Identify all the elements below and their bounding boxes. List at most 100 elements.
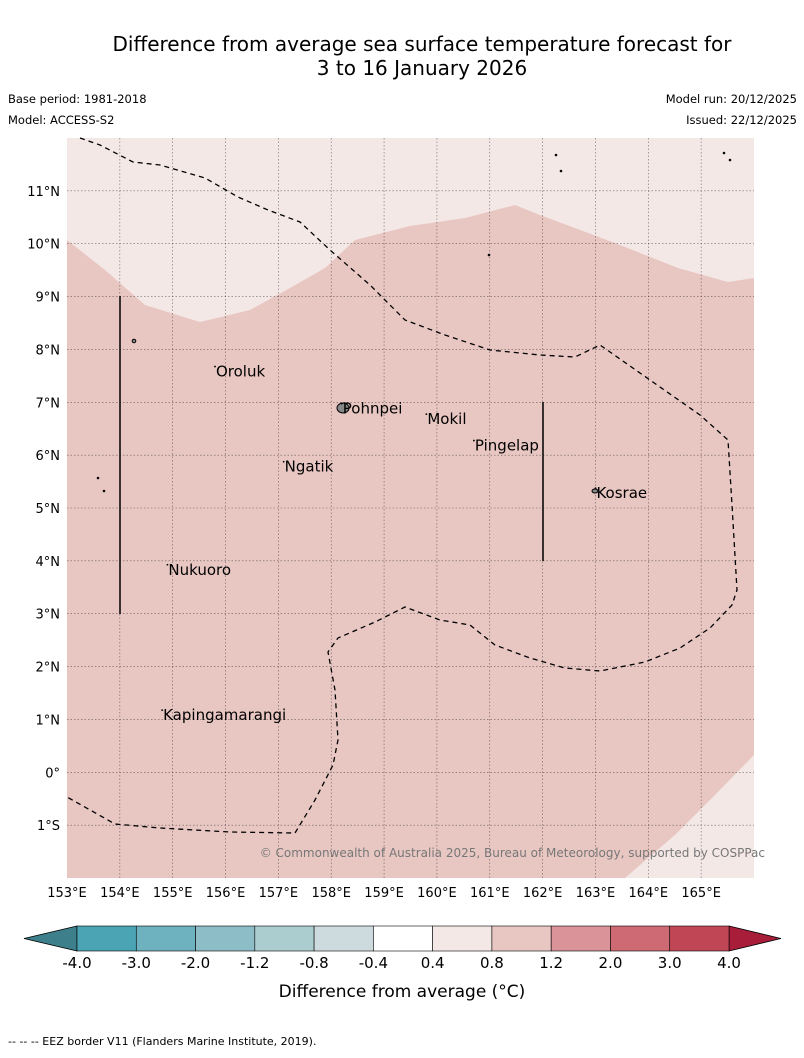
legend-swatch — [76, 925, 137, 952]
legend-under-arrow — [23, 925, 78, 952]
legend-tick-label: -0.8 — [299, 954, 328, 972]
place-nukuoro: Nukuoro — [166, 561, 231, 579]
lon-tick-label: 157°E — [259, 886, 299, 901]
legend-swatch — [610, 925, 671, 952]
lon-tick-label: 155°E — [153, 886, 193, 901]
eez-borders — [66, 137, 738, 834]
lon-tick-label: 154°E — [100, 886, 140, 901]
legend-tick-label: 2.0 — [599, 954, 623, 972]
lon-tick-label: 159°E — [364, 886, 404, 901]
place-marker — [340, 402, 343, 405]
place-marker — [594, 487, 597, 490]
legend-swatch — [432, 925, 493, 952]
island-dot — [728, 158, 732, 162]
axis-tick-labels: 153°E 154°E 155°E 156°E 157°E 158°E 159°E 160°E… — [27, 185, 721, 901]
base-period: Base period: 1981-2018 — [8, 92, 147, 106]
lon-tick-label: 156°E — [206, 886, 246, 901]
color-legend: -4.0 -3.0 -2.0 -1.2 -0.8 -0.4 0.4 0.8 1.2 2.0 3.0 4… — [23, 925, 782, 1002]
place-pingelap: Pingelap — [473, 437, 539, 455]
lat-tick-label: 11°N — [27, 185, 60, 200]
place-mokil: Mokil — [425, 410, 466, 428]
legend-swatch — [491, 925, 552, 952]
place-label: Mokil — [427, 410, 466, 428]
title-line-1: Difference from average sea surface temp… — [112, 32, 732, 56]
lat-tick-label: 1°S — [37, 819, 60, 834]
lat-tick-label: 8°N — [36, 343, 61, 358]
islands — [96, 151, 732, 494]
lon-tick-label: 164°E — [629, 886, 669, 901]
legend-tick-label: 0.8 — [480, 954, 504, 972]
legend-title: Difference from average (°C) — [279, 982, 526, 1002]
legend-tick-label: -2.0 — [181, 954, 210, 972]
place-marker — [425, 413, 428, 416]
legend-tick-label: 1.2 — [539, 954, 563, 972]
legend-tick-label: -3.0 — [122, 954, 151, 972]
place-marker — [282, 460, 285, 463]
lat-tick-label: 0° — [45, 766, 60, 781]
copyright-note: © Commonwealth of Australia 2025, Bureau… — [260, 846, 765, 860]
issued-date: Issued: 22/12/2025 — [686, 113, 797, 127]
island-dot — [131, 338, 137, 344]
title-line-2: 3 to 16 January 2026 — [316, 56, 528, 80]
lat-tick-label: 1°N — [36, 713, 61, 728]
legend-tick-label: -4.0 — [62, 954, 91, 972]
lon-tick-label: 158°E — [311, 886, 351, 901]
eez-footnote: -- -- -- EEZ border V11 (Flanders Marine… — [8, 1035, 317, 1048]
lat-tick-label: 7°N — [36, 396, 61, 411]
place-label: Nukuoro — [168, 561, 231, 579]
lat-tick-label: 5°N — [36, 502, 61, 517]
lat-tick-label: 2°N — [36, 661, 61, 676]
graticule — [67, 138, 754, 878]
island-dot — [554, 153, 558, 157]
legend-swatch — [373, 925, 433, 952]
legend-swatch — [550, 925, 611, 952]
chart-title: Difference from average sea surface temp… — [40, 32, 804, 80]
eez-border-north — [66, 137, 738, 834]
forecast-map: Oroluk Pohnpei Mokil Pingelap Ngatik Kosrae Nu… — [23, 137, 782, 1002]
legend-swatch — [254, 925, 315, 952]
lon-tick-label: 162°E — [523, 886, 563, 901]
lat-tick-label: 3°N — [36, 608, 61, 623]
place-oroluk: Oroluk — [214, 363, 265, 381]
legend-tick-label: -1.2 — [240, 954, 269, 972]
kosrae-island — [591, 488, 599, 494]
lon-tick-label: 153°E — [47, 886, 87, 901]
place-kosrae: Kosrae — [594, 484, 647, 502]
lat-tick-label: 4°N — [36, 555, 61, 570]
pohnpei-island — [336, 402, 350, 414]
lon-tick-label: 165°E — [681, 886, 721, 901]
legend-swatch — [135, 925, 196, 952]
island-dot — [102, 489, 106, 493]
place-kapingamarangi: Kapingamarangi — [161, 706, 286, 724]
place-label: Pohnpei — [343, 400, 403, 418]
place-label: Kosrae — [596, 484, 647, 502]
island-dot — [559, 169, 563, 173]
place-labels: Oroluk Pohnpei Mokil Pingelap Ngatik Kosrae Nu… — [161, 363, 647, 724]
lat-tick-label: 9°N — [36, 291, 61, 306]
place-marker — [473, 439, 475, 442]
place-label: Kapingamarangi — [163, 706, 286, 724]
legend-over-arrow — [728, 925, 782, 952]
lon-tick-label: 160°E — [417, 886, 457, 901]
place-label: Ngatik — [285, 458, 334, 476]
place-marker — [214, 365, 216, 368]
island-dot — [722, 151, 726, 155]
place-label: Oroluk — [216, 363, 265, 381]
lon-tick-label: 161°E — [470, 886, 510, 901]
place-marker — [166, 563, 169, 566]
legend-swatch — [313, 925, 374, 952]
longitude-lines — [119, 296, 544, 614]
island-dot — [96, 476, 100, 480]
island-dot — [487, 253, 491, 257]
model-name: Model: ACCESS-S2 — [8, 113, 115, 127]
legend-tick-label: 0.4 — [421, 954, 445, 972]
legend-tick-label: 4.0 — [717, 954, 741, 972]
legend-tick-label: 3.0 — [658, 954, 682, 972]
lat-tick-label: 6°N — [36, 449, 61, 464]
legend-swatch — [195, 925, 256, 952]
lon-tick-label: 163°E — [576, 886, 616, 901]
place-label: Pingelap — [475, 437, 539, 455]
lat-tick-label: 10°N — [27, 238, 60, 253]
place-ngatik: Ngatik — [282, 458, 334, 476]
anomaly-band-0.8-1.2 — [67, 205, 754, 878]
